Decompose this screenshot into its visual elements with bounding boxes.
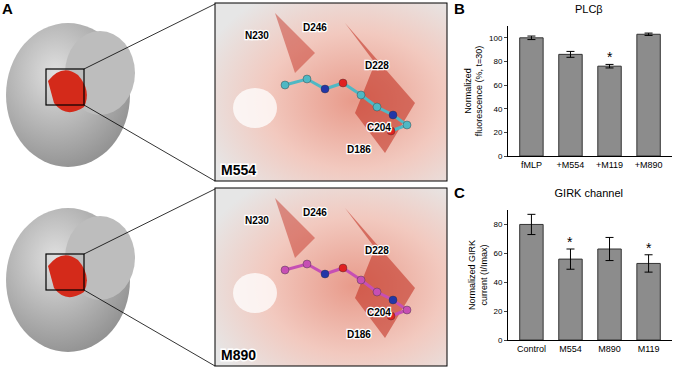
svg-text:+M119: +M119 xyxy=(596,160,623,170)
svg-text:N230: N230 xyxy=(245,215,269,226)
svg-text:Normalized GIRKcurrent (I/Imax: Normalized GIRKcurrent (I/Imax) xyxy=(467,240,489,310)
svg-text:M119: M119 xyxy=(638,344,660,354)
svg-text:100: 100 xyxy=(489,34,503,43)
svg-text:D228: D228 xyxy=(365,60,389,71)
svg-text:80: 80 xyxy=(493,220,502,229)
svg-text:D246: D246 xyxy=(303,22,327,33)
html-text:A: A xyxy=(2,0,13,17)
svg-text:C204: C204 xyxy=(367,307,391,318)
svg-text:40: 40 xyxy=(493,278,502,287)
html-text:B: B xyxy=(454,0,465,17)
svg-text:*: * xyxy=(567,234,573,250)
svg-text:C204: C204 xyxy=(367,122,391,133)
svg-text:0: 0 xyxy=(498,152,503,161)
svg-text:*: * xyxy=(646,240,652,256)
svg-text:D186: D186 xyxy=(347,144,371,155)
svg-text:Control: Control xyxy=(517,344,546,354)
svg-text:20: 20 xyxy=(493,307,502,316)
svg-text:60: 60 xyxy=(493,249,502,258)
svg-text:D228: D228 xyxy=(365,245,389,256)
svg-text:M554: M554 xyxy=(559,344,582,354)
svg-text:80: 80 xyxy=(493,57,502,66)
svg-text:+M554: +M554 xyxy=(557,160,585,170)
svg-text:PLCβ: PLCβ xyxy=(575,3,603,15)
svg-text:60: 60 xyxy=(493,81,502,90)
svg-text:fMLP: fMLP xyxy=(521,160,542,170)
svg-text:20: 20 xyxy=(493,128,502,137)
svg-text:*: * xyxy=(607,49,613,65)
svg-text:Normalizedfluorescence (%, t=3: Normalizedfluorescence (%, t=30) xyxy=(463,46,485,136)
html-text:C: C xyxy=(454,184,465,201)
svg-text:GIRK channel: GIRK channel xyxy=(555,187,623,199)
svg-text:D246: D246 xyxy=(303,207,327,218)
svg-text:M890: M890 xyxy=(221,347,256,363)
svg-text:M554: M554 xyxy=(221,162,256,178)
svg-text:M890: M890 xyxy=(598,344,621,354)
svg-text:D186: D186 xyxy=(347,329,371,340)
svg-text:40: 40 xyxy=(493,105,502,114)
svg-text:0: 0 xyxy=(498,336,503,345)
svg-text:N230: N230 xyxy=(245,30,269,41)
svg-text:+M890: +M890 xyxy=(635,160,663,170)
